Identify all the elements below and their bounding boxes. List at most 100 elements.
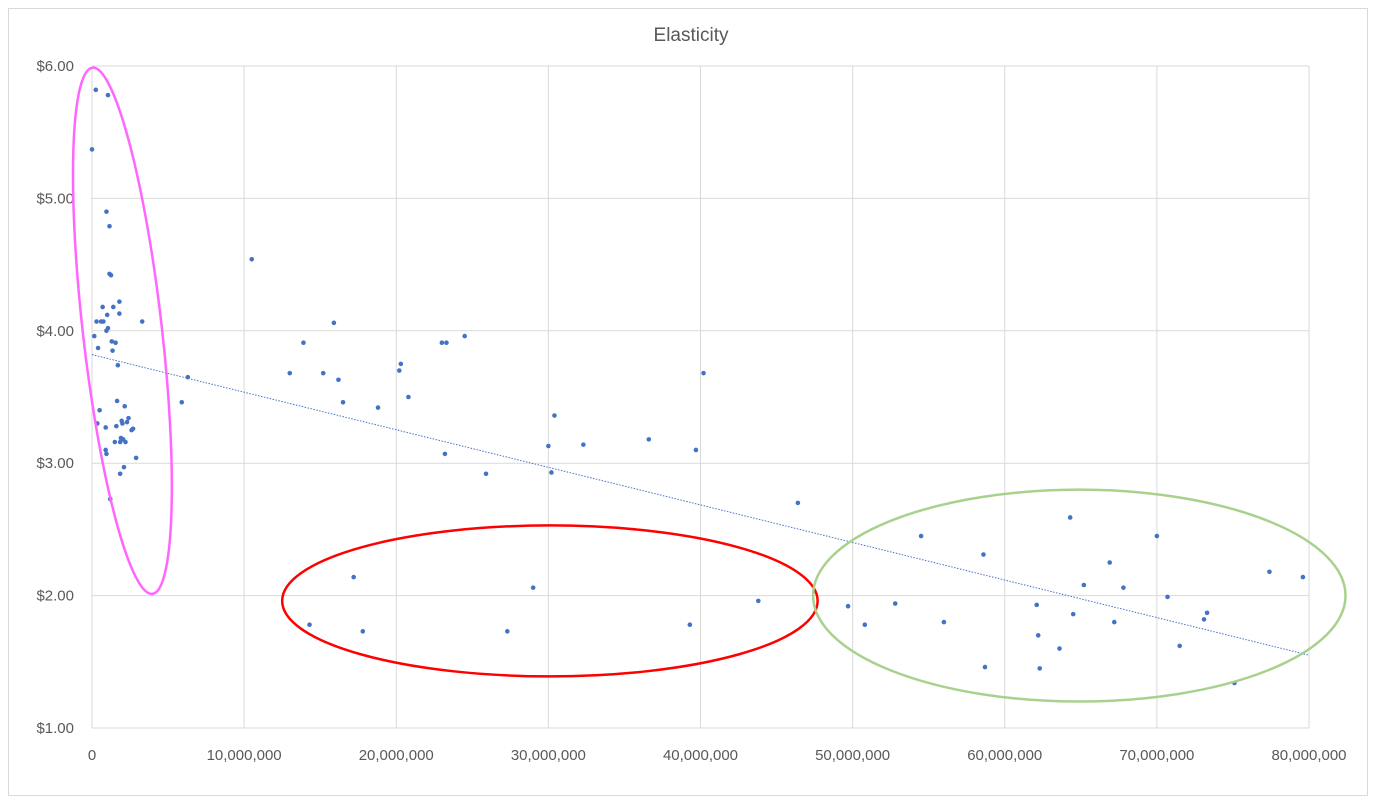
data-point xyxy=(121,464,127,470)
data-point xyxy=(1070,611,1076,617)
data-point xyxy=(124,419,130,425)
data-point xyxy=(104,451,109,457)
x-tick-label: 20,000,000 xyxy=(359,747,434,764)
data-point xyxy=(1204,610,1210,616)
x-tick-label: 50,000,000 xyxy=(815,747,890,764)
data-point xyxy=(1081,582,1087,588)
data-point xyxy=(862,622,868,628)
x-tick-label: 0 xyxy=(88,747,96,764)
data-point xyxy=(530,585,536,590)
data-point xyxy=(287,370,293,376)
data-point xyxy=(103,425,108,430)
x-tick-label: 30,000,000 xyxy=(511,747,586,764)
data-point xyxy=(104,312,110,318)
data-point xyxy=(1107,560,1113,565)
data-point xyxy=(91,333,97,339)
data-point xyxy=(444,340,449,346)
data-point xyxy=(941,619,947,625)
data-point xyxy=(1111,619,1117,625)
data-point xyxy=(1177,643,1182,649)
data-point xyxy=(130,426,136,432)
data-point xyxy=(982,664,988,670)
x-tick-label: 10,000,000 xyxy=(207,747,282,764)
data-point xyxy=(462,333,468,339)
data-point xyxy=(646,437,652,442)
data-point xyxy=(126,415,131,421)
data-point xyxy=(117,311,122,316)
data-point xyxy=(117,471,123,477)
data-point xyxy=(105,92,111,98)
data-point xyxy=(122,403,128,409)
y-tick-label: $2.00 xyxy=(36,588,74,605)
data-point xyxy=(133,455,139,461)
y-tick-label: $3.00 xyxy=(36,455,74,472)
data-point xyxy=(396,368,402,373)
data-point xyxy=(320,370,326,376)
data-point xyxy=(693,447,699,453)
data-point xyxy=(101,319,106,324)
data-point xyxy=(845,603,851,609)
data-point xyxy=(892,601,898,606)
data-point xyxy=(1165,594,1170,600)
data-point xyxy=(360,629,366,634)
data-point xyxy=(552,413,557,418)
y-axis-tick-labels: $1.00 $2.00 $3.00 $4.00 $5.00 $6.00 xyxy=(36,58,74,737)
data-point xyxy=(546,443,551,449)
data-point xyxy=(1267,569,1272,575)
x-tick-label: 80,000,000 xyxy=(1271,747,1346,764)
data-point xyxy=(117,299,122,304)
data-point xyxy=(1035,633,1041,638)
data-points xyxy=(89,87,1306,686)
data-point xyxy=(406,394,411,400)
cluster-ellipses xyxy=(71,66,1347,703)
data-point xyxy=(100,304,105,310)
data-point xyxy=(1300,574,1306,580)
data-point xyxy=(336,377,341,383)
data-point xyxy=(103,447,108,453)
data-point xyxy=(89,147,95,152)
data-point xyxy=(756,598,761,604)
data-point xyxy=(1067,515,1073,520)
data-point xyxy=(442,451,448,457)
chart-title: Elasticity xyxy=(654,25,729,46)
data-point xyxy=(110,304,116,310)
data-point xyxy=(94,319,99,324)
data-point xyxy=(109,339,115,344)
data-point xyxy=(97,407,102,413)
data-point xyxy=(795,500,801,506)
data-point xyxy=(139,319,145,324)
data-point xyxy=(93,87,99,93)
data-point xyxy=(107,223,112,229)
y-tick-label: $6.00 xyxy=(36,58,74,75)
data-point xyxy=(249,257,255,262)
data-point xyxy=(918,533,924,539)
data-point xyxy=(123,439,128,445)
data-point xyxy=(185,374,191,380)
x-tick-label: 40,000,000 xyxy=(663,747,738,764)
chart-area xyxy=(8,8,1368,796)
data-point xyxy=(95,345,101,351)
gridlines xyxy=(91,65,1310,729)
data-point xyxy=(1154,533,1160,539)
data-point xyxy=(981,552,986,557)
x-axis-tick-labels: 0 10,000,000 20,000,000 30,000,000 40,000,00… xyxy=(88,747,1347,764)
mid-volume-cluster-ellipse xyxy=(280,524,819,678)
data-point xyxy=(687,622,693,628)
y-tick-label: $5.00 xyxy=(36,190,74,207)
data-point xyxy=(1121,585,1126,590)
y-tick-label: $4.00 xyxy=(36,323,74,340)
trendline-layer xyxy=(91,354,1310,656)
data-point xyxy=(114,423,119,429)
data-point xyxy=(351,574,356,580)
data-point xyxy=(439,340,445,346)
data-point xyxy=(505,629,510,634)
data-point xyxy=(117,439,123,445)
data-point xyxy=(112,439,118,445)
data-point xyxy=(581,442,586,447)
data-point xyxy=(331,320,337,326)
low-volume-cluster-ellipse xyxy=(71,66,174,596)
data-point xyxy=(179,399,185,405)
data-point xyxy=(701,370,706,376)
data-point xyxy=(104,209,109,214)
data-point xyxy=(114,398,120,404)
